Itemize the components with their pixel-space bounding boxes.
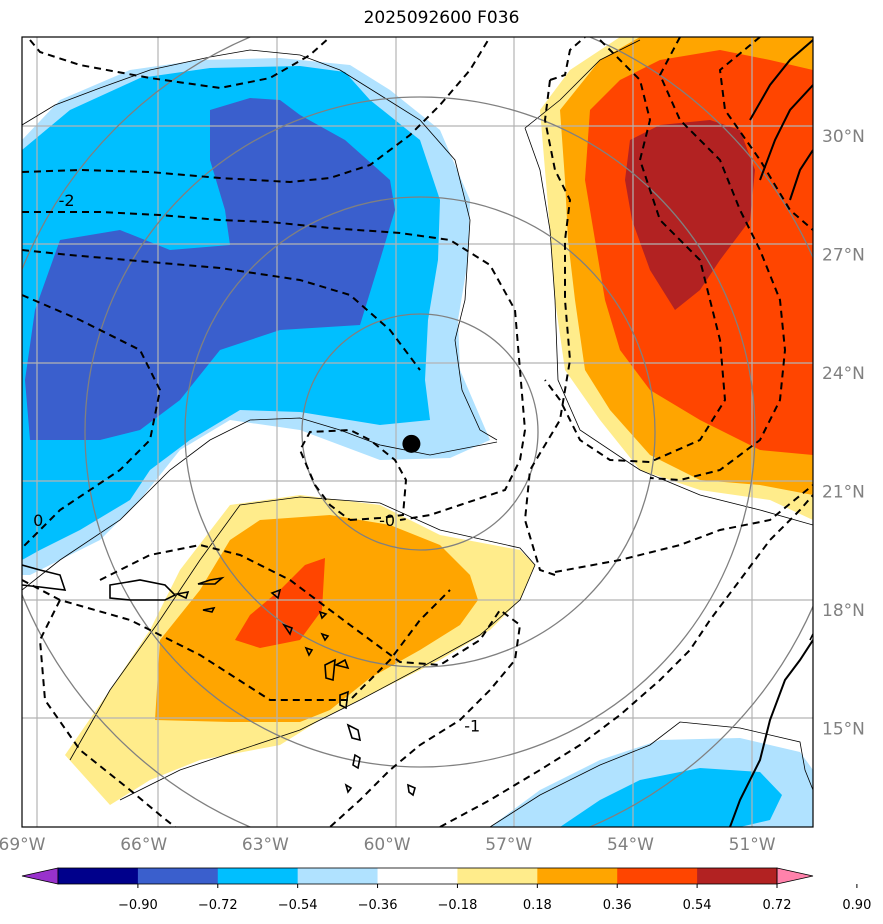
colorbar <box>21 867 814 885</box>
colorbar-segment <box>697 868 778 884</box>
latitude-labels: 30°N 27°N 24°N 21°N 18°N 15°N <box>822 127 865 740</box>
contour-label: 0 <box>33 511 43 530</box>
colorbar-extend-low <box>21 867 59 885</box>
lat-tick-label: 21°N <box>822 482 865 502</box>
colorbar-tick-label: −0.72 <box>198 898 238 913</box>
lat-tick-label: 24°N <box>822 364 865 384</box>
colorbar-segment <box>297 868 379 884</box>
colorbar-segment <box>617 868 698 884</box>
anomaly-shading <box>22 37 813 827</box>
colorbar-segment <box>377 868 458 884</box>
storm-center-marker <box>402 434 421 453</box>
colorbar-labels: −0.90 −0.72 −0.54 −0.36 −0.18 0.18 0.36 0.54 0.7… <box>118 884 871 913</box>
colorbar-frame <box>57 867 778 885</box>
dashed-contours <box>22 37 813 827</box>
lat-tick-label: 15°N <box>822 719 865 739</box>
colorbar-tick-label: 0.36 <box>603 898 632 913</box>
lon-tick-label: 60°W <box>364 835 411 855</box>
contour-label: -0 <box>379 511 395 530</box>
colorbar-segment <box>58 868 139 884</box>
colorbar-tick-label: 0.18 <box>523 898 552 913</box>
colorbar-segment <box>537 868 618 884</box>
lon-tick-label: 63°W <box>242 835 289 855</box>
lat-tick-label: 27°N <box>822 245 865 265</box>
colorbar-tick-label: 0.54 <box>683 898 712 913</box>
shade-red-orange-s <box>235 558 325 648</box>
colorbar-tick-label: −0.54 <box>278 898 318 913</box>
shade-royal-blue-nw <box>25 98 395 440</box>
lon-tick-label: 51°W <box>729 835 776 855</box>
colorbar-tick-label: 0.72 <box>763 898 792 913</box>
coastlines <box>22 564 813 797</box>
thin-outline-contours <box>22 39 813 827</box>
lat-tick-label: 18°N <box>822 601 865 621</box>
contour-labels: -2 0 -0 -1 <box>33 191 480 735</box>
contour-label: -1 <box>464 716 480 735</box>
solid-contours <box>729 39 813 827</box>
colorbar-extend-high <box>776 867 814 885</box>
colorbar-tick-label: −0.18 <box>438 898 478 913</box>
chart-title: 2025092600 F036 <box>363 8 520 28</box>
colorbar-segment <box>457 868 538 884</box>
colorbar-segment <box>137 868 219 884</box>
plot-frame <box>21 36 814 828</box>
longitude-labels: 69°W 66°W 63°W 60°W 57°W 54°W 51°W <box>0 835 776 855</box>
colorbar-tick-label: 0.90 <box>842 898 871 913</box>
colorbar-tick-label: −0.90 <box>118 898 158 913</box>
lat-lon-grid <box>22 37 813 827</box>
colorbar-tick-label: −0.36 <box>358 898 398 913</box>
lon-tick-label: 66°W <box>120 835 167 855</box>
colorbar-segment <box>217 868 299 884</box>
lon-tick-label: 54°W <box>607 835 654 855</box>
lon-tick-label: 69°W <box>0 835 46 855</box>
contour-label: -2 <box>59 191 75 210</box>
lon-tick-label: 57°W <box>485 835 532 855</box>
lat-tick-label: 30°N <box>822 127 865 147</box>
shade-sky-blue-se <box>560 768 782 827</box>
shade-orange-s <box>155 515 478 722</box>
distance-rings <box>22 37 813 827</box>
